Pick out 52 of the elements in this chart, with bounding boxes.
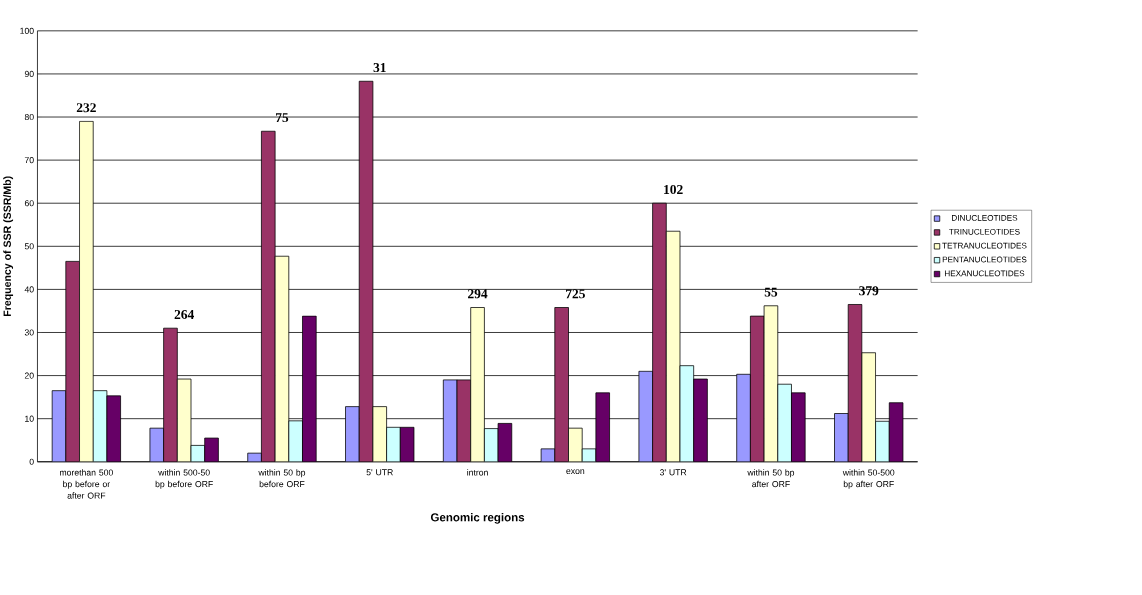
x-tick-label: within 50-500 bp after ORF <box>842 469 895 489</box>
x-tick-label: within 500-50 bp before ORF <box>155 469 213 489</box>
annotation: 294 <box>468 289 488 299</box>
bar <box>288 420 303 462</box>
legend-label: TETRANUCLEOTIDES <box>942 242 1027 249</box>
legend-label: HEXANUCLEOTIDES <box>944 270 1025 277</box>
annotation: 75 <box>276 113 289 123</box>
y-tick-label: 100 <box>20 27 34 34</box>
bar <box>834 413 849 462</box>
bar <box>736 374 751 462</box>
legend-label: PENTANUCLEOTIDES <box>942 256 1027 263</box>
x-tick-label: 5' UTR <box>366 469 393 476</box>
annotation: 725 <box>566 289 585 299</box>
y-tick-label: 60 <box>24 200 34 207</box>
bar <box>693 378 708 462</box>
y-tick-label: 50 <box>24 243 34 250</box>
annotation: 55 <box>764 287 778 297</box>
y-tick-label: 0 <box>29 458 34 465</box>
bar <box>386 427 401 462</box>
bar <box>345 406 360 462</box>
legend-label: DINUCLEOTIDES <box>952 215 1018 221</box>
bar <box>791 392 806 462</box>
bar <box>163 327 178 462</box>
y-axis-title: Frequency of SSR (SSR/Mb) <box>3 176 14 317</box>
bar <box>875 420 890 462</box>
bar <box>302 315 317 462</box>
bar <box>65 261 80 462</box>
y-tick-label: 40 <box>24 286 34 293</box>
x-tick-label: 3' UTR <box>659 469 687 476</box>
bar <box>554 307 569 462</box>
bar <box>568 427 583 462</box>
y-tick-label: 20 <box>24 372 34 379</box>
bar <box>777 383 792 462</box>
y-tick-label: 30 <box>24 329 34 336</box>
y-tick-label: 80 <box>24 114 34 121</box>
x-tick-label: intron <box>467 469 488 476</box>
annotation: 264 <box>174 310 194 320</box>
annotation: 31 <box>373 63 386 73</box>
legend-label: TRINUCLEOTIDES <box>949 228 1020 235</box>
x-tick-label: exon <box>566 469 585 475</box>
x-axis-title: Genomic regions <box>430 513 525 524</box>
y-tick-label: 70 <box>24 157 34 164</box>
bar <box>470 307 485 462</box>
annotation: 232 <box>76 103 96 113</box>
x-tick-label: morethan 500 bp before or after ORF <box>60 469 113 499</box>
y-tick-label: 90 <box>24 70 34 78</box>
y-tick-label: 10 <box>25 415 34 422</box>
annotation: 102 <box>664 185 683 195</box>
x-tick-label: within 50 bp after ORF <box>747 469 795 488</box>
x-tick-label: within 50 bp before ORF <box>258 469 306 488</box>
bar <box>652 202 667 462</box>
bar <box>79 121 94 462</box>
